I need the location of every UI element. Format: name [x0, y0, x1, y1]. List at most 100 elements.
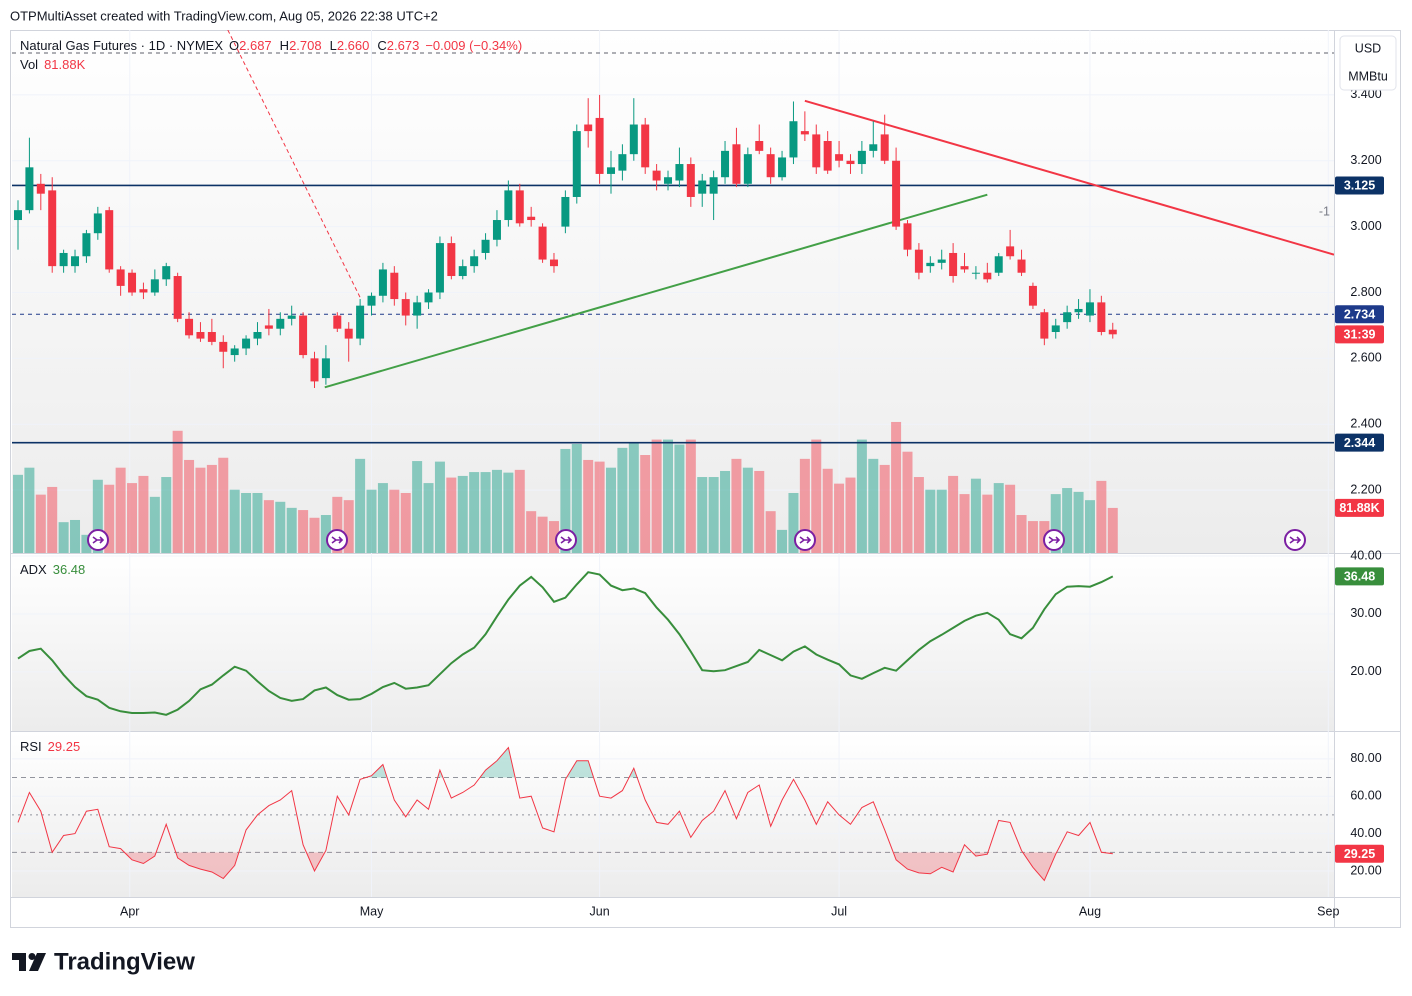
volume-bar [400, 492, 411, 553]
candle-body [458, 266, 467, 277]
symbol-legend: Natural Gas Futures · 1D · NYMEX O2.687 H2… [20, 38, 522, 53]
volume-bar [685, 439, 696, 553]
candle-body [470, 256, 479, 267]
candle-body [857, 150, 866, 165]
candle-body [173, 276, 182, 319]
price-badge [1335, 305, 1384, 324]
candle-body [481, 239, 490, 253]
volume-bar [1016, 515, 1027, 553]
candle-body [755, 140, 764, 151]
volume-bar [446, 477, 457, 553]
candle-body [230, 348, 239, 356]
y-tick-label: 3.000 [1350, 219, 1381, 233]
volume-bar [286, 507, 297, 553]
volume-bar [218, 457, 229, 553]
y-tick-label: 20.00 [1350, 664, 1381, 678]
candle-body [333, 315, 342, 329]
candle-body [82, 233, 91, 257]
event-icon [794, 529, 816, 551]
volume-bar [993, 483, 1004, 553]
value-badge [1335, 567, 1384, 586]
volume-bar [799, 458, 810, 553]
candle-body [367, 295, 376, 306]
volume-bar [902, 451, 913, 553]
volume-bar [663, 439, 674, 553]
indicator-value: 29.25 [48, 739, 81, 754]
y-tick-label: 60.00 [1350, 789, 1381, 803]
volume-bar [583, 459, 594, 553]
candle-body [527, 216, 536, 221]
indicator-name: RSI [20, 739, 42, 754]
candle-body [13, 210, 22, 221]
ohlc-key: H [280, 38, 289, 53]
candle-body [869, 144, 878, 151]
volume-bar [469, 472, 480, 553]
volume-bar [12, 474, 23, 553]
candle-body [310, 358, 319, 382]
event-arrow [92, 536, 105, 544]
y-tick-label: 20.00 [1350, 863, 1381, 877]
volume-bar [491, 469, 502, 553]
candle-body [698, 180, 707, 194]
candle-body [892, 160, 901, 227]
candle-body [572, 131, 581, 197]
candle-body [401, 299, 410, 316]
candle-body [128, 272, 137, 293]
candle-body [93, 213, 102, 234]
volume-bar [184, 459, 195, 553]
candle-body [207, 332, 216, 342]
candle-body [766, 154, 775, 178]
trend-line [227, 30, 361, 298]
candle-body [732, 144, 741, 184]
volume-bar [845, 477, 856, 553]
volume-bar [412, 461, 423, 553]
volume-bar [127, 483, 138, 553]
candle-body [219, 341, 228, 352]
candle-body [424, 292, 433, 303]
oversold-fill [124, 852, 1113, 881]
candle-body [1097, 302, 1106, 333]
event-icon [1043, 529, 1065, 551]
candle-body [162, 266, 171, 280]
brand: TradingView [54, 948, 195, 975]
logo-mark [29, 953, 46, 971]
volume-bar [81, 534, 92, 553]
volume-bar [640, 455, 651, 553]
volume-bar [332, 496, 343, 553]
volume-bar [697, 477, 708, 553]
candle-body [492, 220, 501, 240]
candle-body [344, 328, 353, 339]
volume-bar [742, 467, 753, 553]
volume-bar [1027, 521, 1038, 553]
candle-body [971, 272, 980, 274]
volume-bar [252, 492, 263, 553]
volume-bar [948, 475, 959, 553]
candle-body [606, 167, 615, 174]
y-tick-label: 80.00 [1350, 751, 1381, 765]
volume-bar [720, 470, 731, 553]
candle-body [48, 190, 57, 267]
volume-bar [172, 430, 183, 553]
volume-value: 81.88K [44, 57, 86, 72]
candle-body [1063, 312, 1072, 323]
trend-line [804, 99, 1334, 256]
volume-bar [229, 489, 240, 553]
event-icon [87, 529, 109, 551]
change-value: −0.009 (−0.34%) [425, 38, 522, 53]
volume-bar [161, 477, 172, 553]
candle-body [903, 223, 912, 250]
candle-body [949, 252, 958, 277]
volume-bar [1096, 480, 1107, 553]
volume-bar [936, 489, 947, 553]
candle-body [926, 262, 935, 267]
volume-bar [70, 519, 81, 553]
volume-bar [195, 467, 206, 553]
volume-bar [58, 522, 69, 553]
candle-body [686, 164, 695, 197]
x-tick-label: Aug [1079, 904, 1101, 918]
candle-body [1108, 329, 1117, 335]
volume-bar [149, 496, 160, 553]
volume-bar [571, 443, 582, 553]
candle-body [937, 259, 946, 263]
